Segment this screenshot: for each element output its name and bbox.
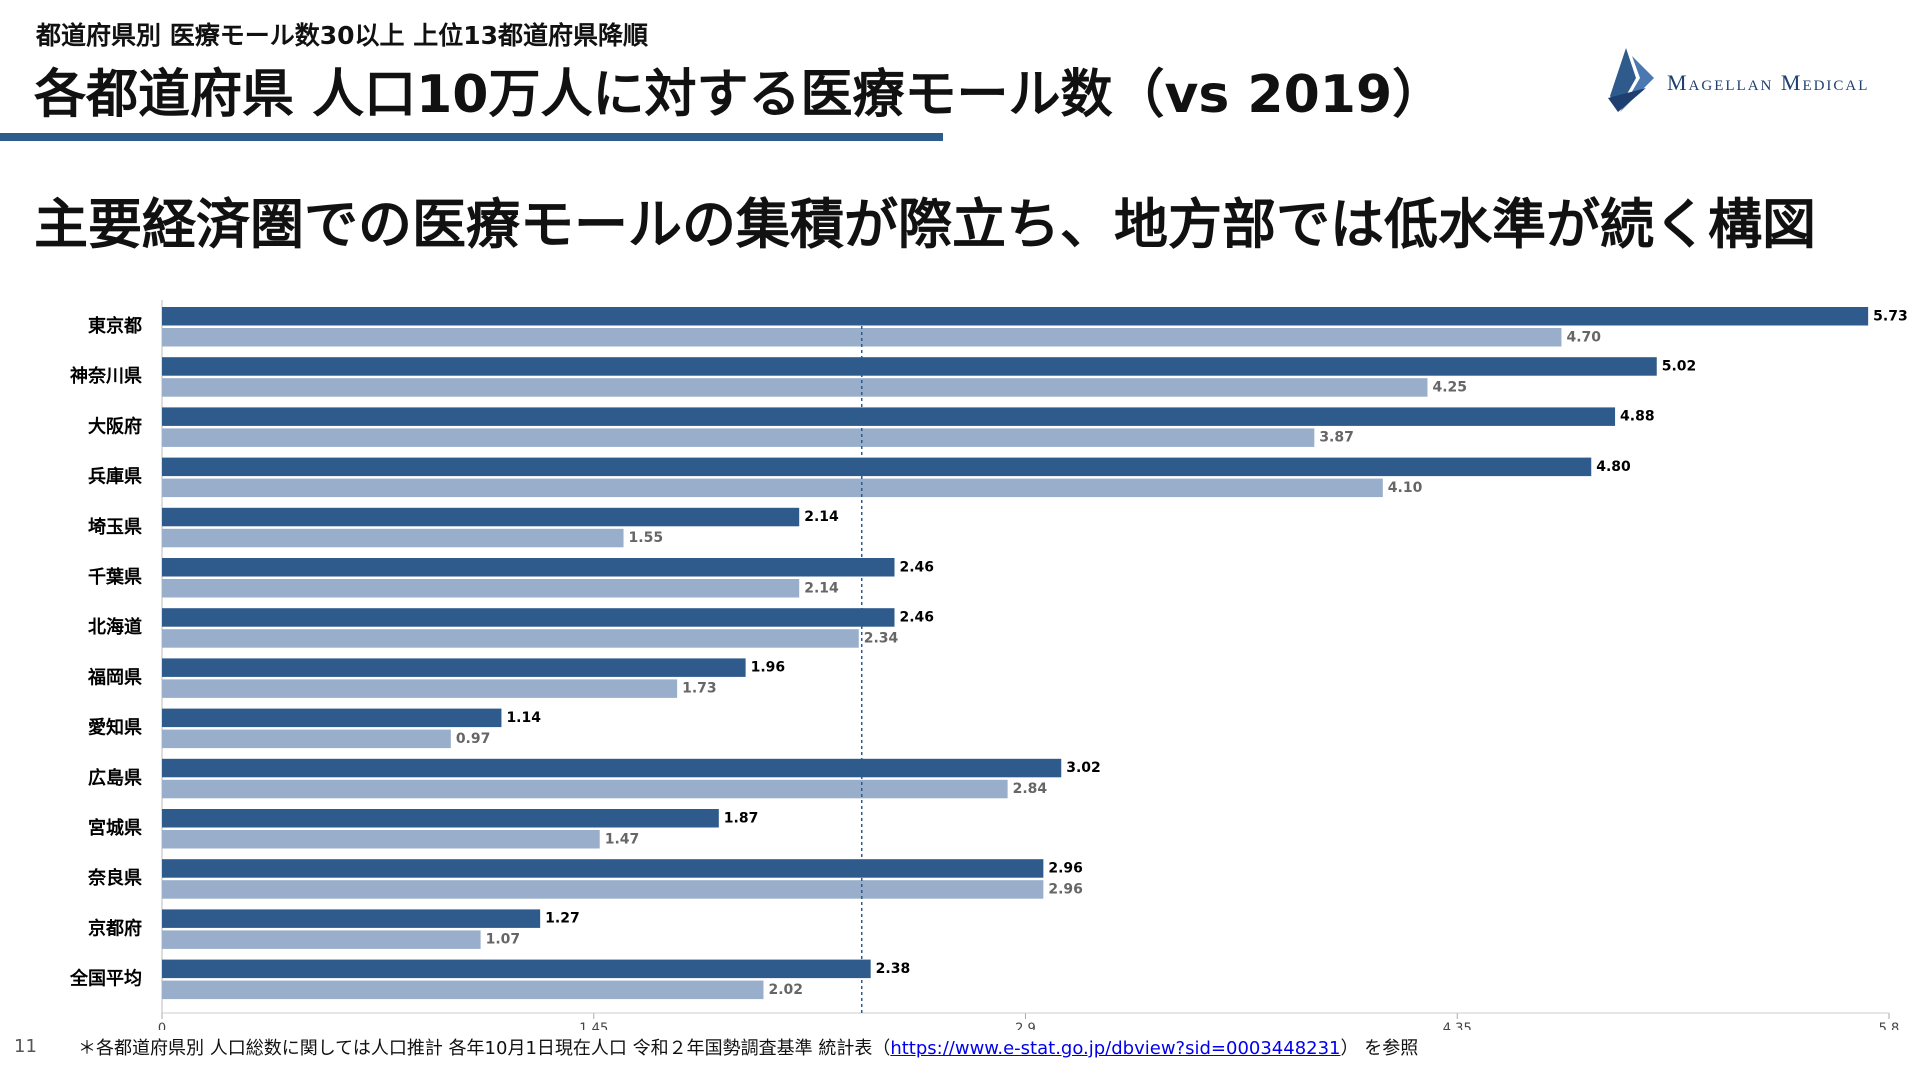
bar <box>162 909 541 928</box>
bar <box>162 307 1869 326</box>
bar <box>162 457 1592 477</box>
source-link[interactable]: https://www.e-stat.go.jp/dbview?sid=0003… <box>890 1038 1341 1059</box>
x-tick-label: 5.8 <box>1879 1022 1900 1031</box>
category-label: 広島県 <box>88 767 142 789</box>
chart: 0 1.45 2.9 4.35 5.8 東京都 5.73 4.70 神奈川県 5.02 4.25 大阪… <box>69 300 1908 1031</box>
value-label: 5.02 <box>1662 358 1697 374</box>
value-label: 1.55 <box>629 530 664 546</box>
value-label: 2.02 <box>768 982 803 998</box>
bar <box>162 809 719 828</box>
value-label: 2.84 <box>1013 781 1048 797</box>
x-tick-label: 0 <box>158 1022 166 1031</box>
category-label: 奈良県 <box>87 867 142 889</box>
category-label: 福岡県 <box>87 666 142 688</box>
bar <box>162 679 678 698</box>
value-label: 1.96 <box>751 660 786 676</box>
bar <box>162 528 624 548</box>
bar <box>162 507 800 527</box>
category-label: 埼玉県 <box>88 516 142 538</box>
value-label: 2.46 <box>899 559 934 575</box>
bar <box>162 428 1315 447</box>
category-label: 北海道 <box>88 616 142 638</box>
bar <box>162 830 600 849</box>
bar <box>162 357 1657 376</box>
value-label: 3.02 <box>1066 760 1101 776</box>
bar <box>162 478 1383 498</box>
category-label: 兵庫県 <box>88 466 142 488</box>
x-tick-label: 2.9 <box>1015 1022 1036 1031</box>
note-end: ） を参照 <box>1340 1038 1419 1059</box>
value-label: 4.70 <box>1566 329 1601 345</box>
bar <box>162 758 1062 778</box>
note: ＊各都道府県別 人口総数に関しては人口推計 各年10月1日現在人口 令和２年国勢… <box>78 1038 891 1059</box>
bar <box>162 407 1616 426</box>
category-label: 千葉県 <box>88 567 142 588</box>
category-label: 東京都 <box>88 315 142 337</box>
value-label: 2.46 <box>899 609 934 625</box>
value-label: 1.07 <box>486 932 521 948</box>
value-label: 1.14 <box>506 710 541 726</box>
value-label: 4.80 <box>1596 459 1631 475</box>
bar <box>162 629 859 648</box>
value-label: 2.38 <box>876 961 911 977</box>
value-label: 1.47 <box>605 831 640 847</box>
value-label: 1.27 <box>545 911 580 927</box>
value-label: 1.73 <box>682 681 717 697</box>
title: 各都道府県 人口10万人に対する医療モール数（vs 2019） <box>34 65 1445 125</box>
category-label: 神奈川県 <box>70 365 142 387</box>
value-label: 4.10 <box>1388 480 1423 496</box>
subtitle: 都道府県別 医療モール数30以上 上位13都道府県降順 <box>36 21 648 50</box>
bar <box>162 658 746 677</box>
value-label: 4.25 <box>1432 379 1467 395</box>
bar <box>162 378 1428 397</box>
bar <box>162 558 895 577</box>
bar <box>162 959 871 979</box>
bar <box>162 880 1044 899</box>
bar <box>162 779 1008 799</box>
value-label: 5.73 <box>1873 308 1908 324</box>
value-label: 2.14 <box>804 580 839 596</box>
bar <box>162 729 451 749</box>
category-label: 大阪府 <box>88 415 142 437</box>
page-number: 11 <box>14 1036 37 1057</box>
bar <box>162 328 1562 347</box>
x-tick-label: 4.35 <box>1443 1022 1472 1031</box>
logo: Magellan Medical <box>1667 70 1870 95</box>
bar <box>162 579 800 598</box>
value-label: 2.96 <box>1048 860 1083 876</box>
category-label: 全国平均 <box>69 968 142 990</box>
bar <box>162 708 502 728</box>
value-label: 0.97 <box>456 731 491 747</box>
bar <box>162 608 895 627</box>
bar <box>162 930 481 949</box>
bar <box>162 859 1044 878</box>
logo-icon <box>1608 48 1654 112</box>
value-label: 2.96 <box>1048 881 1083 897</box>
x-tick-label: 1.45 <box>579 1022 608 1031</box>
value-label: 2.34 <box>864 630 899 646</box>
bar <box>162 980 764 1000</box>
header-bar <box>0 133 943 141</box>
footnote: ＊各都道府県別 人口総数に関しては人口推計 各年10月1日現在人口 令和２年国勢… <box>78 1034 1418 1060</box>
value-label: 4.88 <box>1620 409 1655 425</box>
value-label: 2.14 <box>804 509 839 525</box>
category-label: 京都府 <box>88 917 142 939</box>
headline: 主要経済圏での医療モールの集積が際立ち、地方部では低水準が続く構図 <box>34 193 1816 256</box>
value-label: 3.87 <box>1319 430 1354 446</box>
category-label: 宮城県 <box>88 817 142 839</box>
category-label: 愛知県 <box>88 717 142 739</box>
value-label: 1.87 <box>724 810 759 826</box>
